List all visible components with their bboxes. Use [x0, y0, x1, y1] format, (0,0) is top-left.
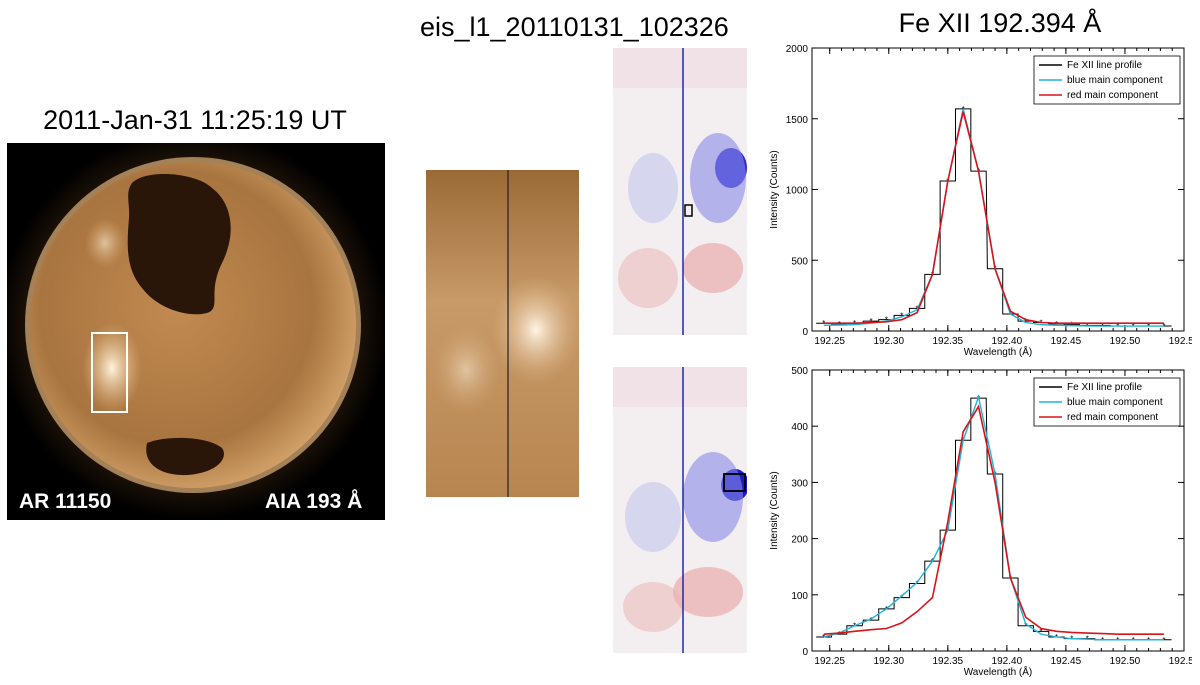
series-blue-component — [823, 108, 1164, 327]
data-point-star: * — [869, 317, 872, 326]
eis-intensity-raster — [426, 170, 581, 497]
x-tick-label: 192.35 — [933, 336, 964, 347]
x-tick-label: 192.45 — [1051, 336, 1082, 347]
series-red-component — [823, 111, 1164, 325]
data-point-star: * — [869, 616, 872, 625]
ar-box — [91, 332, 128, 413]
data-point-star: * — [1055, 320, 1058, 329]
y-tick-label: 300 — [791, 478, 808, 489]
x-axis-label: Wavelength (Å) — [964, 345, 1033, 358]
data-point-star: * — [1162, 636, 1165, 645]
data-point-star: * — [900, 311, 903, 320]
x-tick-label: 192.40 — [992, 336, 1023, 347]
x-tick-label: 192.40 — [992, 656, 1023, 667]
legend-entry: Fe XII line profile — [1067, 60, 1142, 71]
x-tick-label: 192.30 — [873, 336, 904, 347]
data-point-star: * — [900, 594, 903, 603]
x-tick-label: 192.55 — [1169, 656, 1192, 667]
doppler-map-bottom — [613, 367, 749, 653]
y-tick-label: 200 — [791, 535, 808, 546]
series-line-profile-step — [816, 397, 1172, 641]
data-point-star: * — [1162, 322, 1165, 331]
data-point-star: * — [916, 580, 919, 589]
series-red-component — [823, 404, 1164, 635]
aia-image-title: 2011-Jan-31 11:25:19 UT — [43, 105, 347, 135]
data-point-star: * — [1024, 622, 1027, 631]
x-axis-label: Wavelength (Å) — [964, 665, 1033, 678]
selected-region-box — [723, 473, 746, 492]
doppler-map-top — [613, 48, 747, 335]
x-tick-label: 192.30 — [873, 656, 904, 667]
legend-entry: Fe XII line profile — [1067, 382, 1142, 393]
aia-full-disk-image — [7, 143, 385, 520]
eis-file-title: eis_l1_20110131_102326 — [420, 12, 729, 42]
y-tick-label: 400 — [791, 422, 808, 433]
y-tick-label: 100 — [791, 591, 808, 602]
plot-frame — [811, 369, 1185, 652]
legend-entry: blue main component — [1067, 75, 1163, 86]
y-tick-label: 2000 — [786, 44, 809, 55]
aia-channel-label: AIA 193 Å — [265, 490, 363, 513]
y-tick-label: 500 — [791, 256, 808, 267]
data-point-star: * — [822, 319, 825, 328]
series-blue-component — [823, 394, 1164, 641]
y-tick-label: 0 — [802, 647, 808, 658]
y-tick-label: 500 — [791, 366, 808, 377]
y-tick-label: 0 — [802, 327, 808, 338]
legend-entry: red main component — [1067, 412, 1158, 423]
y-tick-label: 1500 — [786, 115, 809, 126]
x-tick-label: 192.25 — [814, 336, 845, 347]
y-axis-label: Intensity (Counts) — [769, 471, 780, 549]
ar-number-label: AR 11150 — [19, 490, 112, 513]
line-profile-chart-bottom: 192.25 192.30 192.35 192.40 192.45 192.50 192.… — [769, 366, 1192, 678]
data-point-star: * — [885, 316, 888, 325]
spectrum-title: Fe XII 192.394 Å — [898, 8, 1102, 38]
x-tick-label: 192.45 — [1051, 656, 1082, 667]
y-axis-label: Intensity (Counts) — [769, 150, 780, 228]
data-point-star: * — [822, 633, 825, 642]
selected-pixel-box — [684, 204, 693, 217]
x-tick-label: 192.35 — [933, 656, 964, 667]
legend-entry: red main component — [1067, 90, 1158, 101]
data-point-star: * — [1040, 627, 1043, 636]
line-profile-chart-top: 192.25 192.30 192.35 192.40 192.45 192.50 192.… — [769, 44, 1192, 358]
x-tick-label: 192.55 — [1169, 336, 1192, 347]
y-tick-label: 1000 — [786, 186, 809, 197]
x-tick-label: 192.25 — [814, 656, 845, 667]
series-line-profile-step — [816, 108, 1172, 327]
data-point-star: * — [1024, 317, 1027, 326]
legend-entry: blue main component — [1067, 397, 1163, 408]
data-point-star: * — [838, 630, 841, 639]
x-tick-label: 192.50 — [1110, 656, 1141, 667]
x-tick-label: 192.50 — [1110, 336, 1141, 347]
